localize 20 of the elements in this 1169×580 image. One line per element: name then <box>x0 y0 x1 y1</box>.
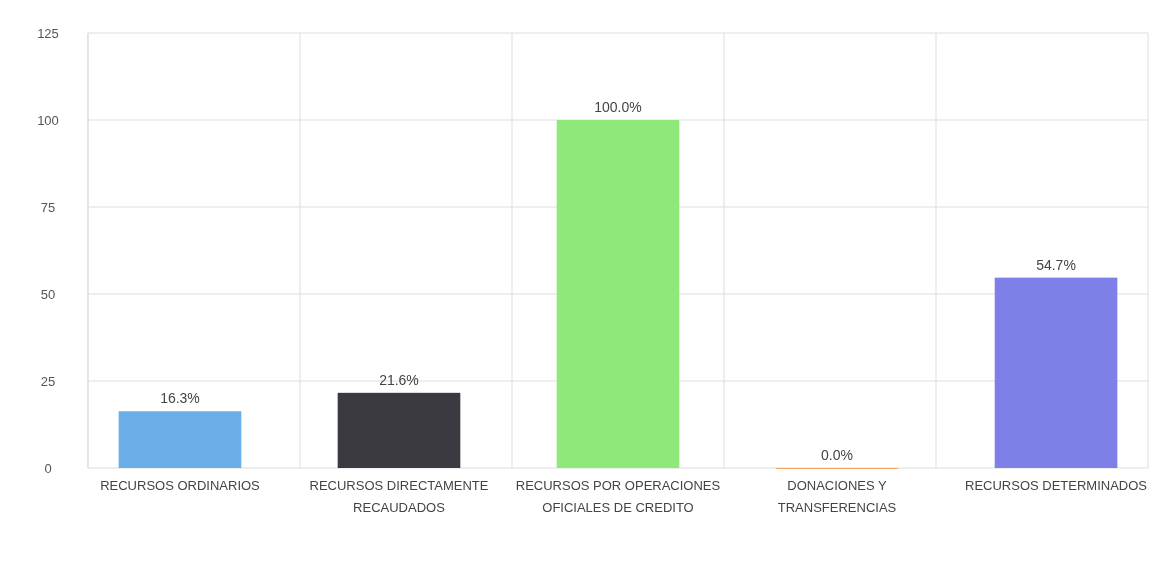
x-tick-label: RECURSOS DIRECTAMENTE RECAUDADOS <box>309 478 489 515</box>
data-label: 54.7% <box>1036 256 1076 273</box>
y-tick-label: 100 <box>37 112 59 128</box>
y-tick-label: 25 <box>40 373 56 389</box>
y-tick-label: 125 <box>37 25 59 41</box>
y-tick-label: 75 <box>40 199 56 215</box>
x-tick-label: RECURSOS DETERMINADOS <box>965 478 1148 493</box>
data-label: 0.0% <box>821 447 853 463</box>
bar <box>994 277 1118 468</box>
y-tick-label: 50 <box>40 286 56 302</box>
x-tick-label: RECURSOS ORDINARIOS <box>100 478 261 493</box>
bar <box>337 392 461 468</box>
x-tick-label: RECURSOS POR OPERACIONES OFICIALES DE CREDITO <box>515 478 721 515</box>
data-label: 16.3% <box>160 390 200 407</box>
y-tick-label: 0 <box>44 460 52 476</box>
bar <box>556 120 680 468</box>
x-tick-label: DONACIONES Y TRANSFERENCIAS <box>777 478 897 515</box>
data-label: 21.6% <box>379 371 419 388</box>
data-label: 100.0% <box>594 99 642 115</box>
bar <box>118 411 242 468</box>
